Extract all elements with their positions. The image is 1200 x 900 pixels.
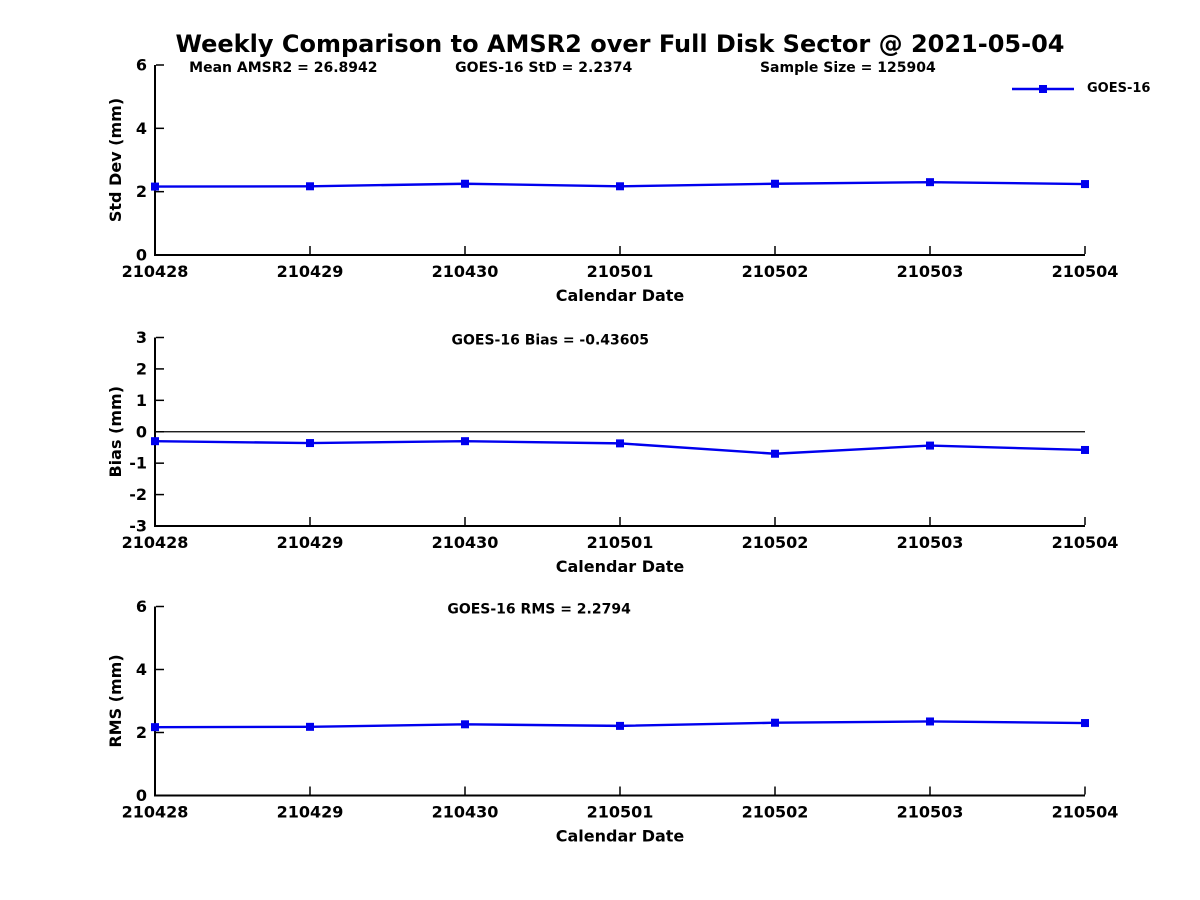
data-marker: [151, 437, 159, 446]
x-tick-label: 210501: [587, 533, 654, 552]
data-marker: [1081, 719, 1089, 728]
data-marker: [1081, 180, 1089, 189]
x-tick-label: 210504: [1052, 533, 1119, 552]
data-marker: [926, 441, 934, 450]
y-tick-label: 0: [136, 422, 147, 441]
data-marker: [771, 179, 779, 188]
y-tick-label: -3: [129, 517, 147, 536]
y-tick-label: 0: [136, 786, 147, 805]
x-tick-label: 210501: [587, 803, 654, 822]
annotation: Sample Size = 125904: [760, 60, 936, 76]
y-axis-label: RMS (mm): [106, 654, 125, 747]
data-marker: [306, 439, 314, 448]
x-axis-label: Calendar Date: [556, 557, 685, 576]
data-marker: [461, 179, 469, 188]
y-tick-label: 6: [136, 56, 147, 75]
x-tick-label: 210428: [122, 803, 189, 822]
y-tick-label: 4: [136, 119, 147, 138]
x-tick-label: 210503: [897, 262, 964, 281]
data-marker: [1081, 445, 1089, 454]
figure-title: Weekly Comparison to AMSR2 over Full Dis…: [175, 30, 1065, 58]
x-tick-label: 210428: [122, 533, 189, 552]
chart-std-dev: 0 2 4 6 210428 210429 210430 210501 210502 210503…: [106, 56, 1118, 306]
legend-line-marker-icon: [1012, 84, 1074, 93]
data-marker: [771, 718, 779, 727]
annotation: Mean AMSR2 = 26.8942: [189, 60, 377, 76]
annotation: GOES-16 StD = 2.2374: [455, 60, 632, 76]
x-tick-label: 210430: [432, 803, 499, 822]
x-tick-label: 210429: [277, 803, 344, 822]
data-marker: [616, 439, 624, 448]
y-tick-label: 6: [136, 597, 147, 616]
x-tick-label: 210430: [432, 262, 499, 281]
y-tick-label: 2: [136, 723, 147, 742]
annotation: GOES-16 Bias = -0.43605: [451, 333, 649, 349]
y-tick-label: -1: [129, 454, 147, 473]
x-tick-label: 210504: [1052, 803, 1119, 822]
x-tick-label: 210504: [1052, 262, 1119, 281]
data-marker: [926, 717, 934, 726]
data-marker: [771, 449, 779, 458]
data-marker: [926, 178, 934, 187]
x-tick-label: 210501: [587, 262, 654, 281]
legend-label: GOES-16: [1087, 81, 1151, 96]
legend-marker: [1039, 84, 1047, 93]
x-tick-label: 210428: [122, 262, 189, 281]
y-tick-label: 3: [136, 328, 147, 347]
y-axis-label: Bias (mm): [106, 386, 125, 478]
y-tick-label: 4: [136, 660, 147, 679]
x-tick-label: 210502: [742, 262, 809, 281]
x-tick-label: 210502: [742, 803, 809, 822]
annotation: GOES-16 RMS = 2.2794: [447, 602, 631, 618]
data-marker: [461, 720, 469, 729]
data-marker: [461, 437, 469, 446]
x-tick-label: 210502: [742, 533, 809, 552]
data-marker: [151, 723, 159, 732]
y-tick-label: 0: [136, 246, 147, 265]
y-tick-label: 2: [136, 182, 147, 201]
chart-rms: 0 2 4 6 210428 210429 210430 210501 210502 210503…: [106, 597, 1118, 846]
y-tick-label: 1: [136, 391, 147, 410]
x-tick-label: 210429: [277, 262, 344, 281]
x-axis-label: Calendar Date: [556, 286, 685, 305]
chart-bias: -3 -2 -1 0 1 2 3 210428 210429 210430 210501 210502…: [106, 328, 1118, 576]
x-axis-label: Calendar Date: [556, 827, 685, 846]
x-tick-label: 210430: [432, 533, 499, 552]
data-marker: [306, 182, 314, 191]
x-tick-label: 210429: [277, 533, 344, 552]
data-marker: [151, 182, 159, 191]
data-marker: [616, 721, 624, 730]
y-tick-label: -2: [129, 485, 147, 504]
data-marker: [616, 182, 624, 191]
x-tick-label: 210503: [897, 533, 964, 552]
x-tick-label: 210503: [897, 803, 964, 822]
data-marker: [306, 722, 314, 731]
y-tick-label: 2: [136, 359, 147, 378]
legend: GOES-16: [1010, 81, 1150, 96]
y-axis-label: Std Dev (mm): [106, 98, 125, 222]
